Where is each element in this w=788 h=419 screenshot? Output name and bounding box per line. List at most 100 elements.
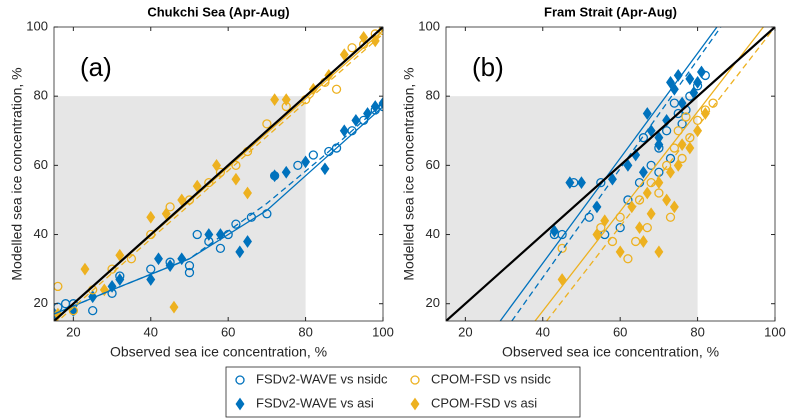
- diamond-marker: [666, 165, 675, 179]
- diamond-marker: [169, 300, 179, 314]
- circle-marker: [677, 119, 687, 129]
- circle-marker: [184, 261, 195, 271]
- circle-marker: [623, 195, 633, 205]
- diamond-marker: [154, 252, 163, 266]
- fit-line: [54, 102, 383, 315]
- diamond-marker: [204, 228, 214, 241]
- diamond-marker: [270, 93, 280, 107]
- circle-marker: [677, 153, 687, 164]
- fit-line: [546, 27, 775, 321]
- fit-line: [534, 27, 764, 321]
- y-axis-label: Modelled sea ice concentration, %: [9, 67, 25, 280]
- circle-marker: [184, 267, 195, 278]
- diamond-marker: [623, 158, 633, 172]
- circle-marker: [669, 143, 680, 153]
- legend-marker: [235, 397, 245, 411]
- circle-marker: [215, 243, 226, 254]
- diamond-marker: [635, 221, 644, 234]
- circle-marker: [293, 160, 303, 171]
- panel-label: (a): [80, 52, 112, 82]
- diamond-marker: [627, 200, 637, 214]
- x-axis-label: Observed sea ice concentration, %: [110, 344, 327, 360]
- x-tick-label: 100: [372, 324, 394, 339]
- diamond-marker: [549, 224, 559, 238]
- diamond-marker: [235, 245, 245, 259]
- diamond-marker: [654, 245, 664, 259]
- x-tick-label: 40: [536, 324, 550, 339]
- circle-marker: [347, 43, 357, 53]
- diamond-marker: [212, 158, 222, 172]
- diamond-marker: [281, 93, 291, 107]
- circle-marker: [54, 281, 63, 292]
- circle-marker: [634, 195, 645, 205]
- panel-label: (b): [472, 52, 504, 82]
- circle-marker: [192, 229, 202, 240]
- circle-marker: [146, 264, 156, 274]
- x-tick-label: 40: [144, 324, 158, 339]
- legend-marker: [410, 375, 420, 385]
- axes-box: [53, 26, 384, 322]
- y-tick-label: 40: [426, 226, 440, 241]
- y-tick-label: 60: [426, 157, 440, 172]
- legend-label: FSDv2-WAVE vs asi: [256, 395, 374, 410]
- diamond-marker: [146, 273, 156, 286]
- x-tick-label: 100: [764, 324, 786, 339]
- diamond-marker: [654, 131, 664, 145]
- legend-box: [225, 366, 581, 418]
- diamond-marker: [351, 114, 361, 127]
- circle-marker: [204, 177, 214, 188]
- diamond-marker: [378, 96, 383, 110]
- diamond-marker: [165, 259, 175, 273]
- diamond-marker: [80, 262, 90, 276]
- circle-marker: [692, 115, 703, 126]
- axes-box: [445, 26, 776, 322]
- circle-marker: [673, 108, 683, 119]
- circle-marker: [638, 133, 649, 143]
- diamond-marker: [115, 273, 125, 286]
- diamond-marker: [638, 165, 648, 179]
- x-tick-label: 20: [458, 324, 472, 339]
- plot-area: [446, 27, 775, 321]
- diamond-marker: [646, 207, 656, 221]
- diamond-marker: [666, 75, 675, 89]
- diamond-marker: [700, 107, 710, 120]
- circle-marker: [88, 305, 98, 316]
- diamond-marker: [600, 214, 610, 228]
- circle-marker: [308, 150, 318, 160]
- diamond-marker: [696, 65, 706, 79]
- diamond-marker: [320, 162, 330, 176]
- y-tick-label: 80: [426, 88, 440, 103]
- legend-label: FSDv2-WAVE vs nsidc: [256, 371, 388, 386]
- chart-title: Fram Strait (Apr-Aug): [544, 4, 677, 19]
- circle-marker: [596, 222, 606, 233]
- diamond-marker: [565, 176, 575, 190]
- legend-label: CPOM-FSD vs asi: [431, 395, 537, 410]
- diamond-marker: [270, 169, 280, 183]
- diamond-marker: [673, 158, 683, 172]
- diamond-marker: [642, 107, 652, 120]
- diamond-marker: [301, 155, 311, 169]
- diamond-marker: [654, 138, 664, 151]
- fit-line: [511, 27, 722, 321]
- y-tick-label: 20: [426, 295, 440, 310]
- diamond-marker: [577, 176, 586, 190]
- one-to-one-line: [54, 27, 383, 321]
- y-tick-label: 20: [34, 295, 48, 310]
- circle-marker: [557, 243, 567, 254]
- one-to-one-line: [446, 27, 775, 321]
- circle-marker: [331, 84, 342, 94]
- diamond-marker: [281, 165, 291, 179]
- circle-marker: [215, 167, 226, 177]
- diamond-marker: [370, 100, 380, 113]
- diamond-marker: [693, 75, 703, 89]
- diamond-marker: [557, 273, 567, 286]
- diamond-marker: [107, 280, 117, 293]
- y-tick-label: 40: [34, 226, 48, 241]
- circle-marker: [231, 160, 241, 171]
- circle-marker: [231, 219, 241, 229]
- legend-marker: [235, 375, 245, 385]
- circle-marker: [146, 229, 156, 240]
- circle-marker: [615, 222, 625, 233]
- diamond-marker: [243, 186, 252, 200]
- circle-marker: [557, 229, 567, 240]
